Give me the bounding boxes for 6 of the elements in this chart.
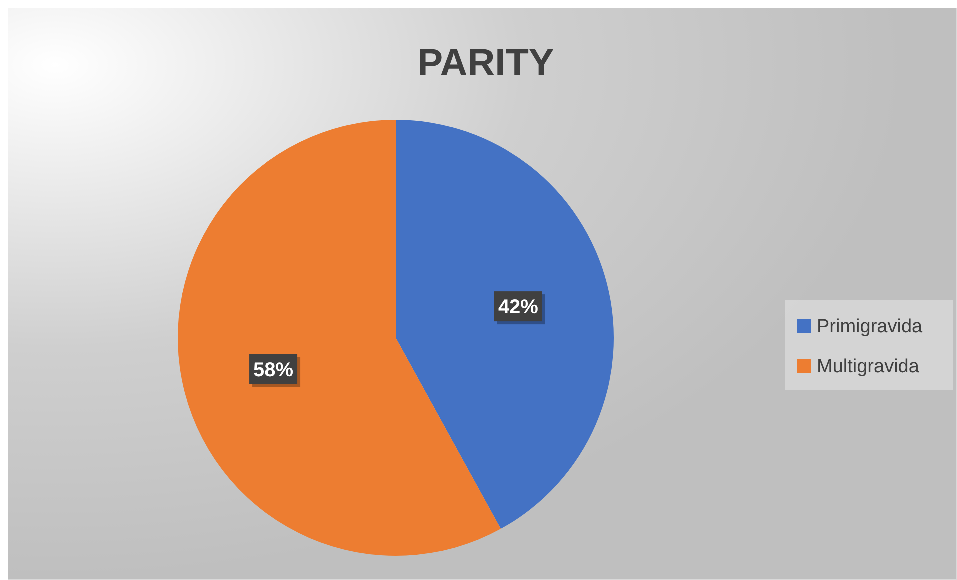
chart-title: PARITY — [418, 42, 554, 84]
legend-label: Primigravida — [817, 316, 924, 338]
data-label: 42% — [498, 296, 539, 319]
legend-label: Multigravida — [817, 356, 920, 378]
data-label: 58% — [254, 359, 294, 382]
pie-slice — [396, 120, 614, 530]
